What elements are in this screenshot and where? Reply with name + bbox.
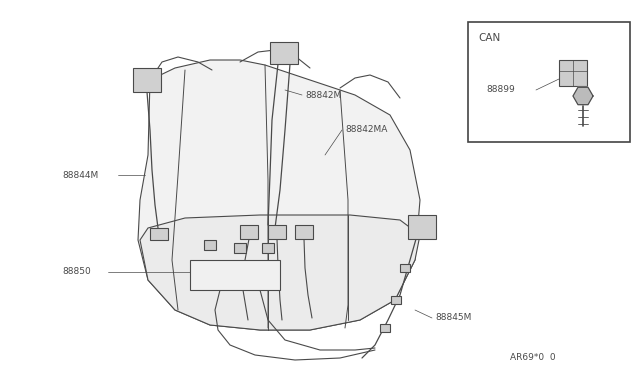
Bar (295, 225, 313, 239)
Bar (268, 225, 286, 239)
Bar (391, 296, 401, 304)
Bar (190, 260, 280, 290)
Text: AR69*0  0: AR69*0 0 (510, 353, 556, 362)
Bar (150, 228, 168, 240)
Text: 88842M: 88842M (305, 90, 341, 99)
Text: 88850: 88850 (62, 267, 91, 276)
Polygon shape (140, 215, 420, 330)
Bar (468, 22, 630, 142)
Bar (133, 68, 161, 92)
Bar (234, 243, 246, 253)
Bar (408, 215, 436, 239)
Text: 88842MA: 88842MA (345, 125, 387, 135)
Bar (400, 264, 410, 272)
Bar (380, 324, 390, 332)
Text: CAN: CAN (478, 33, 500, 43)
Bar (204, 240, 216, 250)
Polygon shape (138, 60, 420, 330)
Bar (270, 42, 298, 64)
Text: 88844M: 88844M (62, 170, 99, 180)
Bar (240, 225, 258, 239)
Text: 88845M: 88845M (435, 314, 472, 323)
Text: 88899: 88899 (486, 86, 515, 94)
Bar (262, 243, 274, 253)
Bar (559, 60, 587, 86)
Polygon shape (573, 87, 593, 105)
